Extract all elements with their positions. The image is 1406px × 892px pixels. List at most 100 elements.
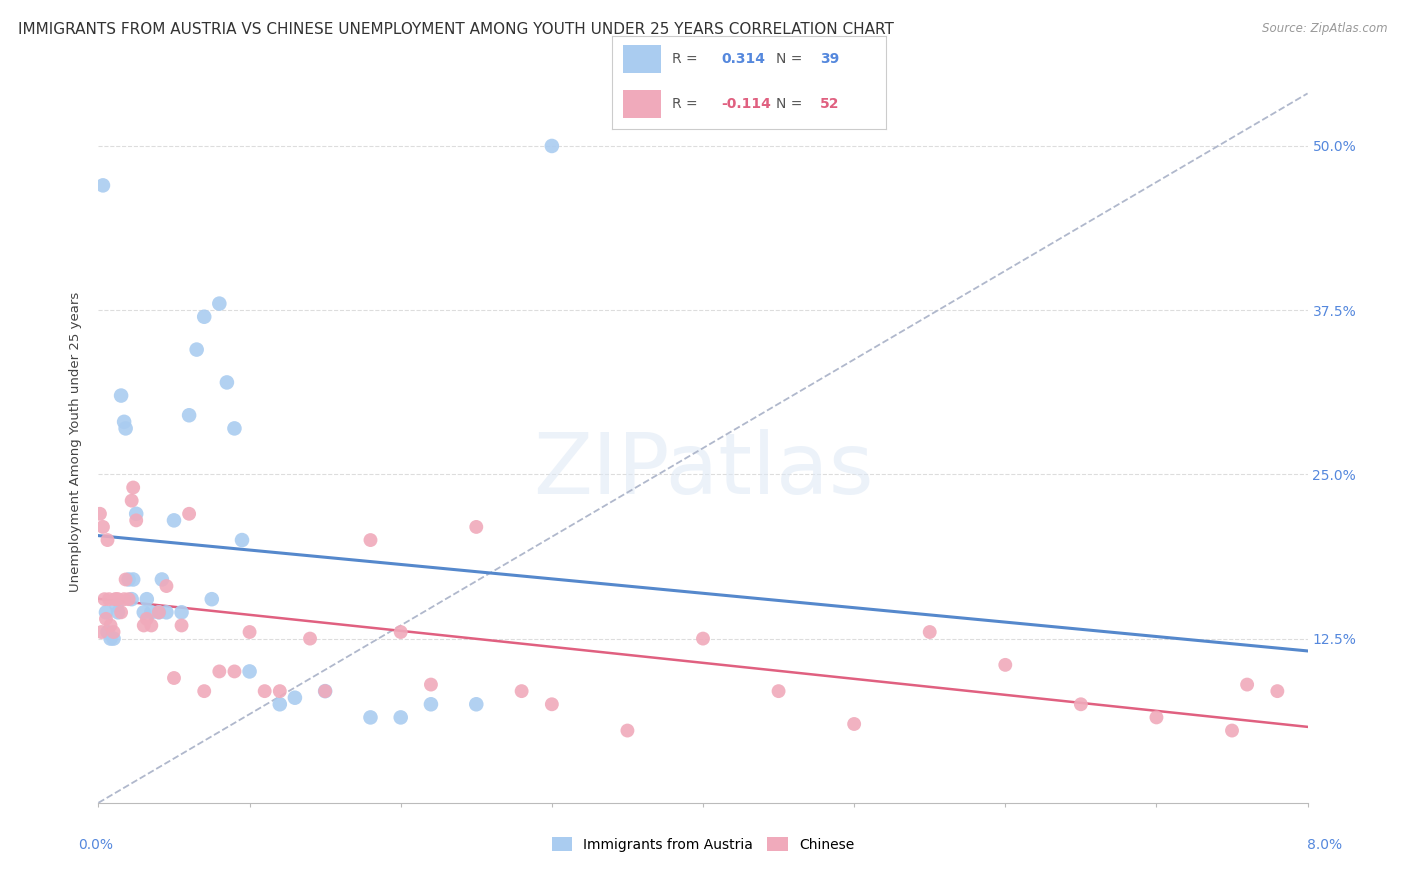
Point (1236, 677, 1258, 691)
Point (465, 520, 488, 534)
Point (125, 507, 148, 521)
Text: N =: N = (776, 52, 807, 66)
Point (141, 605, 163, 619)
Point (121, 592, 143, 607)
Point (89, 507, 111, 521)
Bar (623, 45, 661, 73)
Text: 39: 39 (820, 52, 839, 66)
Point (135, 612, 157, 626)
Point (179, 409, 201, 423)
Point (692, 632, 714, 646)
Point (150, 573, 173, 587)
Point (100, 618, 122, 632)
Point (110, 388, 132, 402)
Text: IMMIGRANTS FROM AUSTRIA VS CHINESE UNEMPLOYMENT AMONG YOUTH UNDER 25 YEARS CORRE: IMMIGRANTS FROM AUSTRIA VS CHINESE UNEMP… (18, 22, 894, 37)
Point (94, 605, 117, 619)
Point (155, 579, 177, 593)
Point (170, 618, 193, 632)
Point (132, 605, 155, 619)
Point (201, 592, 224, 607)
Point (96, 533, 118, 547)
Point (94, 612, 117, 626)
Text: N =: N = (776, 97, 807, 111)
Text: 52: 52 (820, 97, 839, 111)
Point (118, 573, 141, 587)
Point (148, 605, 170, 619)
Point (208, 665, 231, 679)
Point (125, 513, 148, 527)
Text: Source: ZipAtlas.com: Source: ZipAtlas.com (1263, 22, 1388, 36)
Point (107, 592, 129, 607)
Point (110, 605, 132, 619)
Point (420, 698, 443, 712)
Point (105, 599, 128, 613)
Point (105, 592, 128, 607)
Point (107, 605, 129, 619)
Point (103, 632, 125, 646)
Point (100, 632, 122, 646)
Point (93, 592, 115, 607)
Point (155, 605, 177, 619)
Point (284, 690, 307, 705)
Point (269, 684, 291, 698)
Text: R =: R = (672, 52, 702, 66)
Point (224, 421, 246, 435)
Point (314, 684, 336, 698)
Point (616, 723, 638, 738)
Point (1267, 684, 1289, 698)
Point (389, 625, 412, 640)
Point (122, 481, 145, 495)
Point (360, 710, 382, 724)
Point (91, 520, 114, 534)
Point (540, 698, 562, 712)
Text: 0.314: 0.314 (721, 52, 765, 66)
Point (239, 625, 262, 640)
Point (510, 684, 533, 698)
Point (1220, 723, 1243, 738)
Bar (623, 90, 661, 118)
Point (420, 677, 443, 691)
Point (114, 421, 136, 435)
Point (186, 343, 208, 357)
Point (994, 657, 1017, 672)
Point (844, 717, 866, 731)
Point (360, 533, 382, 547)
Legend: Immigrants from Austria, Chinese: Immigrants from Austria, Chinese (546, 831, 860, 857)
Point (540, 139, 562, 153)
Point (112, 415, 135, 429)
Point (96, 625, 118, 640)
Point (224, 665, 246, 679)
Point (1146, 710, 1168, 724)
Point (98, 592, 121, 607)
Point (239, 665, 262, 679)
Point (179, 507, 201, 521)
Point (118, 592, 141, 607)
Point (389, 710, 412, 724)
Point (103, 625, 125, 640)
Point (314, 684, 336, 698)
Point (215, 376, 238, 390)
Point (768, 684, 790, 698)
Point (135, 592, 157, 607)
Text: 0.0%: 0.0% (79, 838, 112, 852)
Point (163, 671, 186, 685)
Point (122, 573, 145, 587)
Point (193, 310, 215, 324)
Point (148, 605, 170, 619)
Point (141, 618, 163, 632)
Point (193, 684, 215, 698)
Point (104, 592, 127, 607)
Point (465, 698, 488, 712)
Point (112, 592, 135, 607)
Point (208, 296, 231, 310)
Point (114, 573, 136, 587)
Y-axis label: Unemployment Among Youth under 25 years: Unemployment Among Youth under 25 years (69, 292, 83, 591)
Point (299, 632, 322, 646)
Text: ZIPatlas: ZIPatlas (533, 429, 873, 512)
Point (918, 625, 941, 640)
Point (91, 178, 114, 193)
Point (90, 625, 112, 640)
Point (170, 605, 193, 619)
Text: 8.0%: 8.0% (1308, 838, 1341, 852)
Point (269, 698, 291, 712)
